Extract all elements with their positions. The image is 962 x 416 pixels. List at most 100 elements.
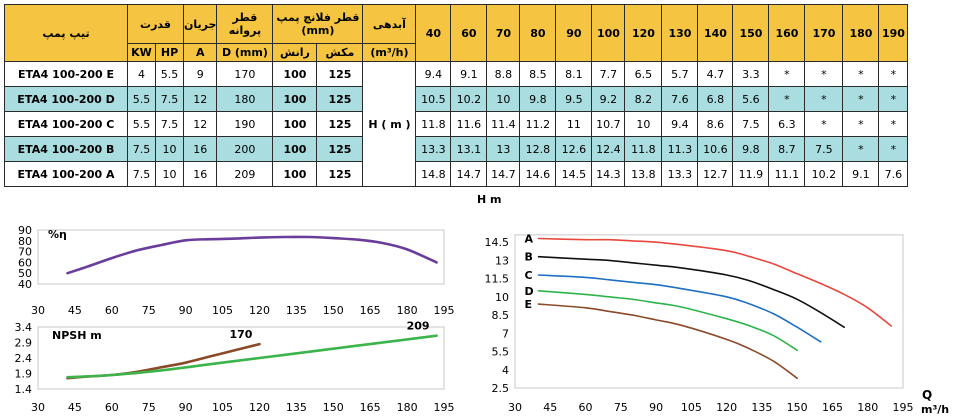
head-cell: 10.5 [415, 86, 452, 112]
head-cell: 8.2 [624, 86, 663, 112]
x-tick-label: 150 [787, 401, 808, 414]
current-cell: 12 [182, 111, 218, 137]
series-line-efficiency [66, 235, 438, 275]
x-tick-label: 195 [893, 401, 914, 414]
y-axis-label: %η [48, 228, 67, 241]
head-cell: * [878, 111, 909, 137]
head-cell: * [878, 61, 909, 87]
head-cell: 11.9 [732, 161, 770, 187]
model-cell: ETA4 100-200 D [4, 86, 128, 112]
x-tick-label: 90 [179, 304, 193, 317]
flow-130: 130 [661, 4, 699, 62]
series-line-B [537, 255, 845, 328]
x-tick-label: 45 [68, 304, 82, 317]
head-cell: 13.8 [624, 161, 663, 187]
y-tick-label: 13 [495, 254, 509, 267]
y-tick-label: 60 [18, 256, 32, 269]
series-label: D [525, 285, 534, 298]
header-power: قدرت [127, 4, 184, 44]
y-tick-label: 40 [18, 278, 32, 291]
head-cell: 11.6 [450, 111, 488, 137]
head-cell: 3.3 [732, 61, 770, 87]
head-cell: 11.4 [486, 111, 521, 137]
head-cell: 13.3 [661, 161, 699, 187]
header-hp: HP [155, 43, 184, 62]
x-tick-label: 75 [614, 401, 628, 414]
x-tick-label: 195 [434, 304, 455, 317]
head-cell: 8.7 [768, 136, 806, 162]
discharge-cell: 100 [272, 136, 318, 162]
head-cell: 8.8 [486, 61, 521, 87]
header-current: جریان [182, 4, 218, 44]
spec-table: تیپ پمپ قدرت جریان قطر پروانه قطر فلانچ … [4, 4, 909, 187]
series-label: B [525, 251, 533, 264]
head-cell: 11.8 [624, 136, 663, 162]
x-tick-label: 120 [249, 401, 270, 414]
header-impeller: قطر پروانه [216, 4, 274, 44]
head-cell: * [768, 86, 806, 112]
head-cell: 9.8 [519, 86, 557, 112]
head-cell: 13.3 [415, 136, 452, 162]
head-cell: 12.6 [555, 136, 593, 162]
plot-frame [514, 234, 904, 389]
flow-140: 140 [697, 4, 734, 62]
head-cell: * [804, 86, 844, 112]
model-cell: ETA4 100-200 A [4, 161, 128, 187]
head-cell: 13.1 [450, 136, 488, 162]
head-cell: 10.7 [591, 111, 626, 137]
head-cell: * [804, 61, 844, 87]
x-axis-label: Q [922, 388, 932, 402]
y-tick-label: 4 [502, 364, 509, 377]
x-tick-label: 60 [105, 304, 119, 317]
series-label: A [525, 233, 534, 246]
head-cell: 12.4 [591, 136, 626, 162]
header-pump-type: تیپ پمپ [4, 4, 128, 62]
head-cell: 6.5 [624, 61, 663, 87]
head-cell: * [768, 61, 806, 87]
head-cell: 7.7 [591, 61, 626, 87]
current-cell: 16 [182, 161, 218, 187]
hp-cell: 7.5 [155, 86, 184, 112]
head-cell: * [842, 136, 880, 162]
y-tick-label: 2.9 [15, 337, 33, 350]
flow-40: 40 [415, 4, 452, 62]
table-row: ETA4 100-200 A 7.5 10 16 209 100 125 14.8 14.7 14… [4, 161, 909, 187]
header-flow: آبدهی [362, 4, 417, 44]
y-tick-label: 50 [18, 267, 32, 280]
discharge-cell: 100 [272, 111, 318, 137]
impeller-cell: 170 [216, 61, 274, 87]
flow-190: 190 [878, 4, 909, 62]
impeller-cell: 209 [216, 161, 274, 187]
model-cell: ETA4 100-200 E [4, 61, 128, 87]
head-cell: 9.1 [842, 161, 880, 187]
model-cell: ETA4 100-200 C [4, 111, 128, 137]
flow-120: 120 [624, 4, 663, 62]
head-cell: 11 [555, 111, 593, 137]
head-cell: 4.7 [697, 61, 734, 87]
x-tick-label: 120 [249, 304, 270, 317]
x-tick-label: 105 [212, 401, 233, 414]
impeller-cell: 190 [216, 111, 274, 137]
head-cell: 7.5 [732, 111, 770, 137]
head-cell: 8.5 [519, 61, 557, 87]
x-tick-label: 30 [31, 304, 45, 317]
table-row: ETA4 100-200 E 4 5.5 9 170 100 125 H ( m ) 9.4 9.… [4, 61, 909, 187]
x-tick-label: 165 [360, 401, 381, 414]
impeller-cell: 180 [216, 86, 274, 112]
discharge-cell: 100 [272, 61, 318, 87]
header-flow-unit: (m³/h) [362, 43, 417, 62]
performance-charts: 30 45 60 75 90 105 120 135 150 165 180 195405060708… [15, 193, 950, 416]
head-cell: 9.4 [661, 111, 699, 137]
x-tick-label: 105 [212, 304, 233, 317]
flow-80: 80 [519, 4, 557, 62]
y-tick-label: 2.4 [15, 352, 33, 365]
plot-frame [37, 229, 445, 285]
suction-cell: 125 [316, 136, 364, 162]
header-discharge: رانش [272, 43, 318, 62]
head-cell: 7.6 [661, 86, 699, 112]
x-tick-label: 135 [751, 401, 772, 414]
x-tick-label: 30 [508, 401, 522, 414]
head-cell: 9.8 [732, 136, 770, 162]
head-cell: 9.2 [591, 86, 626, 112]
head-cell: * [878, 136, 909, 162]
